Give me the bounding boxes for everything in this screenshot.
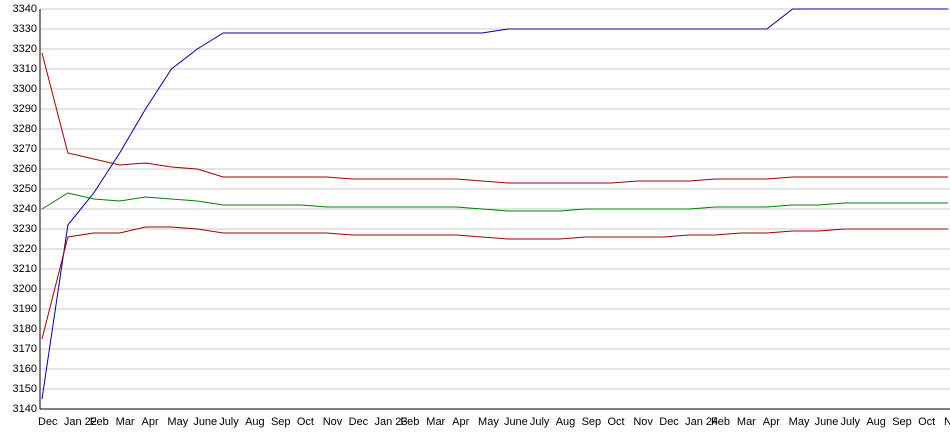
y-tick-label: 3190 [13,303,37,315]
series-line [41,226,948,340]
series-line [41,192,948,212]
x-tick-label: Mar [737,416,756,428]
y-tick-label: 3220 [13,243,37,255]
x-tick-label: Sep [582,416,602,428]
y-tick-label: 3280 [13,123,37,135]
x-tick-label: Feb [711,416,730,428]
y-tick-label: 3150 [13,383,37,395]
x-tick-label: June [504,416,528,428]
y-tick-label: 3310 [13,63,37,75]
series-line [41,52,948,184]
y-tick-label: 3240 [13,203,37,215]
x-tick-label: Aug [556,416,576,428]
x-tick-label: July [530,416,550,428]
y-tick-label: 3330 [13,23,37,35]
x-tick-label: Nov [944,416,950,428]
x-tick-label: Nov [323,416,343,428]
x-tick-label: Feb [90,416,109,428]
x-tick-label: Sep [892,416,912,428]
x-tick-label: Oct [297,416,314,428]
y-tick-label: 3230 [13,223,37,235]
x-tick-label: May [478,416,499,428]
y-tick-label: 3340 [13,3,37,15]
x-tick-label: May [167,416,188,428]
x-tick-label: May [789,416,810,428]
y-tick-label: 3180 [13,323,37,335]
y-tick-label: 3290 [13,103,37,115]
y-tick-label: 3260 [13,163,37,175]
y-tick-label: 3170 [13,343,37,355]
x-tick-label: Mar [116,416,135,428]
x-tick-label: Aug [245,416,265,428]
x-tick-label: Jan 23 [375,416,408,428]
x-tick-label: Feb [400,416,419,428]
y-tick-label: 3320 [13,43,37,55]
x-tick-label: Apr [142,416,159,428]
x-tick-label: Oct [607,416,624,428]
x-tick-label: June [815,416,839,428]
x-tick-label: June [193,416,217,428]
x-tick-label: Mar [426,416,445,428]
x-tick-label: Jan 24 [685,416,718,428]
y-tick-label: 3270 [13,143,37,155]
x-tick-label: Apr [452,416,469,428]
series-line [41,8,948,400]
x-tick-label: Dec [349,416,369,428]
x-tick-label: Aug [866,416,886,428]
y-tick-label: 3210 [13,263,37,275]
x-tick-label: Sep [271,416,291,428]
x-tick-label: July [219,416,239,428]
y-tick-label: 3140 [13,403,37,415]
y-tick-label: 3300 [13,83,37,95]
x-tick-label: Nov [633,416,653,428]
y-tick-label: 3200 [13,283,37,295]
x-tick-label: Dec [659,416,679,428]
x-tick-label: July [840,416,860,428]
y-tick-label: 3250 [13,183,37,195]
x-tick-label: Dec [38,416,58,428]
y-tick-label: 3160 [13,363,37,375]
x-tick-label: Oct [918,416,935,428]
x-tick-label: Apr [763,416,780,428]
x-tick-label: Jan 22 [64,416,97,428]
